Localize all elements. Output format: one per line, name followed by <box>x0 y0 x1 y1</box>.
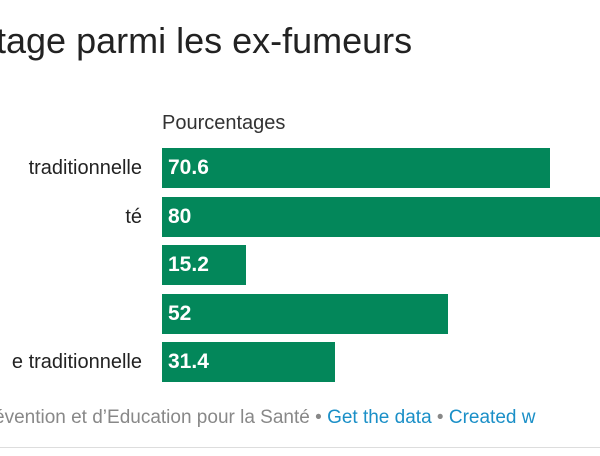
column-header: Pourcentages <box>162 112 286 134</box>
bar <box>162 294 448 334</box>
bar-value-label: 80 <box>168 205 192 228</box>
created-with-link[interactable]: Created w <box>448 407 536 428</box>
bar-value-label: 70.6 <box>168 156 209 179</box>
footer: évention et d’Education pour la Santé • … <box>0 407 535 429</box>
source-text: évention et d’Education pour la Santé <box>0 407 310 428</box>
bar-value-label: 52 <box>168 302 192 325</box>
category-label: e traditionnelle <box>11 351 142 373</box>
bar-value-label: 31.4 <box>168 350 209 373</box>
bar <box>162 197 600 237</box>
footer-separator: • <box>436 407 444 428</box>
footer-separator: • <box>315 407 322 428</box>
bar-value-label: 15.2 <box>168 253 209 276</box>
bar <box>162 148 550 188</box>
category-label: traditionnelle <box>28 157 142 179</box>
get-data-link[interactable]: Get the data <box>327 407 432 428</box>
bottom-divider <box>0 447 600 448</box>
bar <box>162 342 335 382</box>
category-label: té <box>125 206 142 228</box>
bar <box>162 245 246 285</box>
chart-title: tage parmi les ex-fumeurs <box>0 20 413 61</box>
